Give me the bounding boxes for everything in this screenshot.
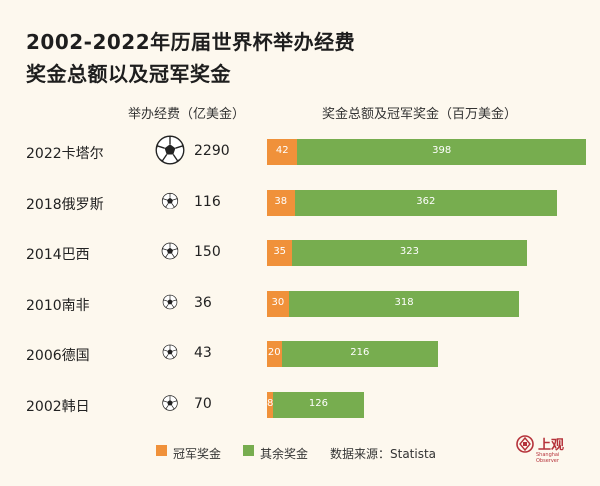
chart-row: 2022卡塔尔 2290 42 398 bbox=[0, 132, 600, 172]
bar-other-prize: 216 bbox=[281, 341, 439, 368]
legend-swatch-champion bbox=[156, 445, 167, 456]
football-icon bbox=[162, 294, 178, 313]
bar-value-label: 362 bbox=[416, 195, 436, 207]
bar-value-label: 30 bbox=[271, 296, 285, 308]
hosting-cost-value: 36 bbox=[194, 294, 212, 311]
bar-champion-prize: 35 bbox=[267, 240, 293, 267]
logo-emblem-icon bbox=[516, 435, 534, 453]
bar-value-label: 42 bbox=[275, 145, 289, 156]
bar-value-label: 323 bbox=[399, 246, 419, 258]
hosting-cost-value: 2290 bbox=[194, 143, 230, 159]
bar-champion-prize: 20 bbox=[267, 341, 282, 368]
chart-row: 2014巴西 150 35 323 bbox=[0, 233, 600, 273]
football-icon bbox=[162, 344, 178, 364]
bar-champion-prize: 38 bbox=[267, 189, 295, 216]
bar-champion-prize: 30 bbox=[267, 290, 289, 317]
chart-title-line1: 2002-2022年历届世界杯举办经费 bbox=[26, 30, 356, 54]
chart-row: 2006德国 43 20 216 bbox=[0, 334, 600, 374]
bar-value-label: 20 bbox=[267, 347, 281, 359]
data-source-note: 数据来源：Statista bbox=[330, 447, 437, 461]
bar-value-label: 38 bbox=[274, 195, 288, 207]
logo-text: 上观 bbox=[538, 438, 565, 453]
chart-row: 2002韩日 70 8 126 bbox=[0, 385, 600, 425]
column-header-prize-money: 奖金总额及冠军奖金（百万美金） bbox=[322, 107, 518, 122]
column-header-hosting-cost: 举办经费（亿美金） bbox=[128, 107, 246, 122]
legend-label-other: 其余奖金 bbox=[260, 447, 309, 461]
shanghai-observer-logo: 上观 Shanghai Observer bbox=[516, 434, 576, 466]
bar-value-label: 8 bbox=[267, 398, 274, 409]
logo-subtext: Shanghai Observer bbox=[536, 452, 560, 464]
football-icon bbox=[161, 242, 179, 264]
chart-row: 2018俄罗斯 116 38 362 bbox=[0, 183, 600, 223]
category-label: 2022卡塔尔 bbox=[26, 146, 104, 162]
chart-row: 2010南非 36 30 318 bbox=[0, 284, 600, 324]
category-label: 2006德国 bbox=[26, 348, 90, 365]
bar-value-label: 35 bbox=[273, 246, 287, 258]
category-label: 2010南非 bbox=[26, 297, 90, 314]
legend-swatch-other bbox=[243, 445, 254, 456]
bar-other-prize: 323 bbox=[292, 240, 527, 267]
bar-other-prize: 362 bbox=[294, 189, 557, 216]
bar-value-label: 126 bbox=[308, 398, 329, 409]
bar-other-prize: 318 bbox=[288, 290, 520, 317]
football-icon bbox=[155, 135, 185, 169]
bar-value-label: 318 bbox=[394, 296, 414, 308]
hosting-cost-value: 43 bbox=[194, 345, 212, 362]
bar-other-prize: 126 bbox=[272, 392, 365, 418]
hosting-cost-value: 150 bbox=[194, 244, 221, 261]
hosting-cost-value: 116 bbox=[194, 193, 221, 210]
hosting-cost-value: 70 bbox=[194, 396, 212, 412]
bar-value-label: 398 bbox=[432, 145, 452, 156]
legend-label-champion: 冠军奖金 bbox=[173, 447, 222, 461]
football-icon bbox=[162, 395, 178, 415]
bar-champion-prize: 42 bbox=[267, 139, 298, 165]
category-label: 2014巴西 bbox=[26, 247, 90, 264]
chart-title-line2: 奖金总额以及冠军奖金 bbox=[26, 62, 231, 86]
bar-value-label: 216 bbox=[350, 347, 370, 359]
category-label: 2002韩日 bbox=[26, 399, 90, 415]
bar-other-prize: 398 bbox=[297, 139, 586, 165]
bar-champion-prize: 8 bbox=[267, 392, 273, 418]
football-icon bbox=[161, 192, 179, 213]
category-label: 2018俄罗斯 bbox=[26, 196, 104, 213]
